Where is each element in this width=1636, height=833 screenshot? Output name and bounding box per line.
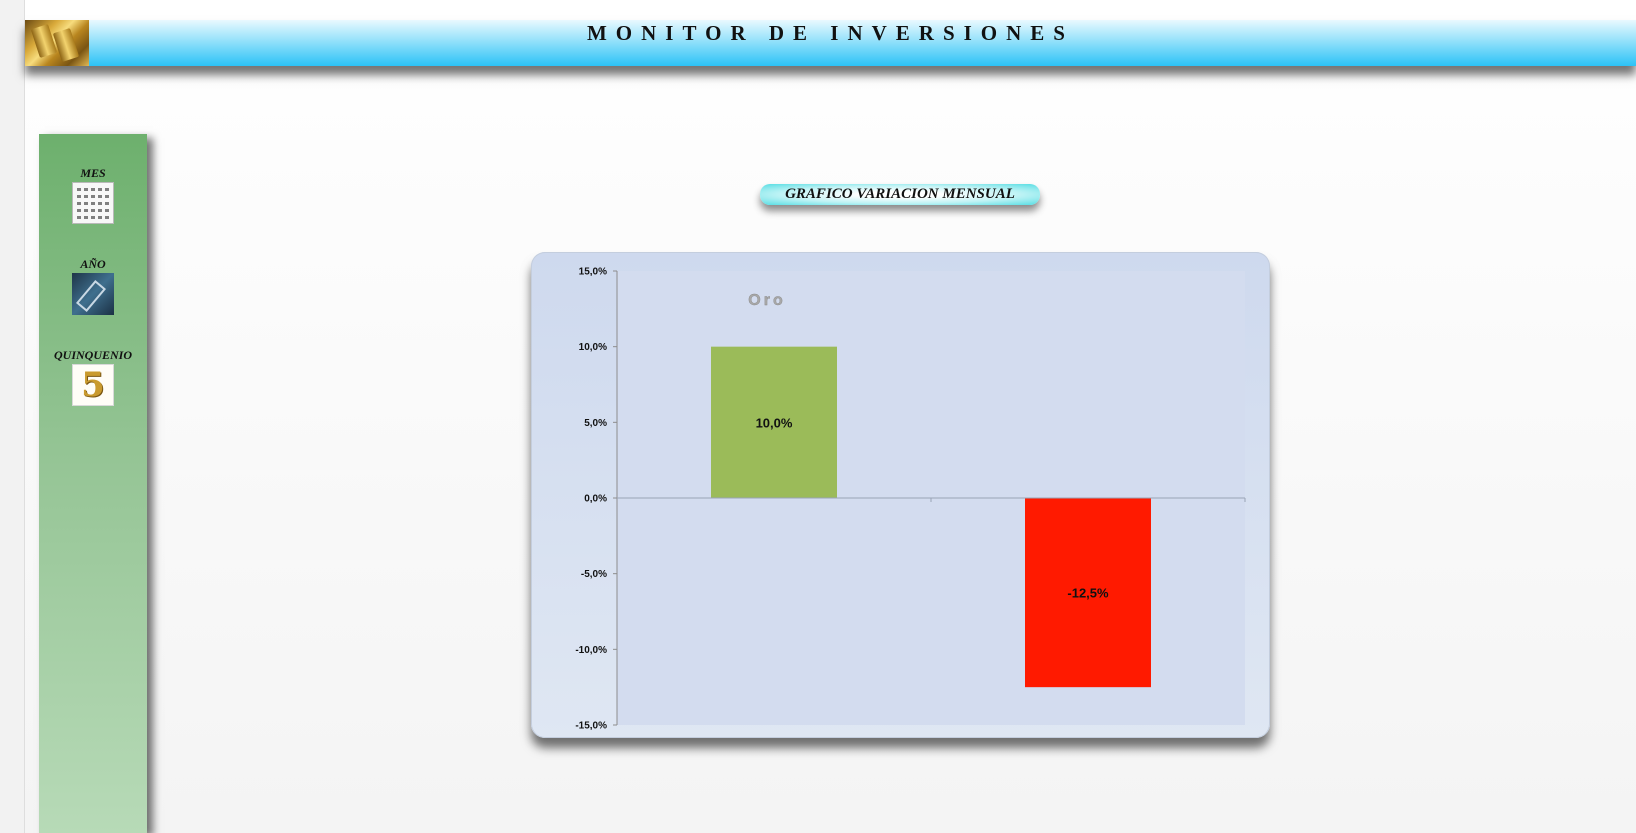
app-title: MONITOR DE INVERSIONES xyxy=(586,21,1074,45)
bar xyxy=(711,346,837,498)
chart-title: Oro xyxy=(748,292,785,309)
y-tick-label: 0,0% xyxy=(584,494,607,505)
data-label: 10,0% xyxy=(756,415,793,430)
left-margin xyxy=(0,0,25,833)
chart-panel: 15,0% 10,0% 5,0% 0,0% -5,0% -10,0% -15,0% 10,0%… xyxy=(531,252,1270,738)
chart-trend-icon[interactable] xyxy=(72,273,114,315)
nav-item-label: AÑO xyxy=(80,257,106,271)
calendar-icon[interactable] xyxy=(72,182,114,224)
bar-chart: 15,0% 10,0% 5,0% 0,0% -5,0% -10,0% -15,0% 10,0%… xyxy=(575,267,1246,732)
data-label: -12,5% xyxy=(1067,586,1109,601)
y-tick-label: -10,0% xyxy=(575,645,607,656)
bar xyxy=(1025,498,1151,688)
y-tick-label: 15,0% xyxy=(579,267,607,278)
y-tick-label: -15,0% xyxy=(575,721,607,732)
nav-item-label: MES xyxy=(80,166,106,180)
y-tick-label: 5,0% xyxy=(584,418,607,429)
number-five-icon[interactable]: 5 xyxy=(72,364,114,406)
nav-item-mes[interactable]: MES xyxy=(39,166,147,224)
app-header: MONITOR DE INVERSIONES xyxy=(25,20,1636,66)
gold-bars-icon xyxy=(25,20,89,66)
nav-item-ano[interactable]: AÑO xyxy=(39,257,147,315)
y-tick-label: 10,0% xyxy=(579,342,607,353)
sidebar: MES AÑO QUINQUENIO 5 xyxy=(39,134,147,833)
chart-heading: GRAFICO VARIACION MENSUAL xyxy=(760,184,1040,205)
nav-item-label: QUINQUENIO xyxy=(53,348,132,362)
y-tick-label: -5,0% xyxy=(581,569,607,580)
nav-item-quinquenio[interactable]: QUINQUENIO 5 xyxy=(39,348,147,406)
